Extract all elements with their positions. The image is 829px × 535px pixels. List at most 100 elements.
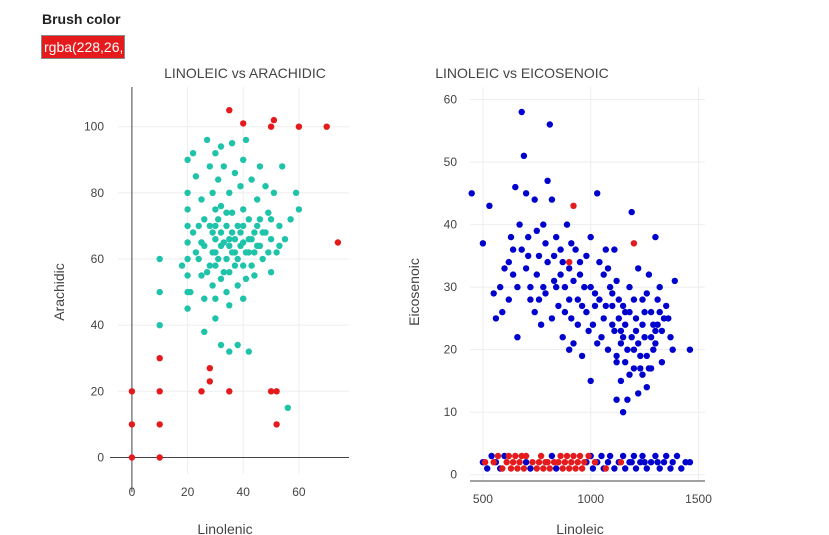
data-point bbox=[217, 229, 225, 236]
data-point bbox=[245, 348, 252, 355]
data-point bbox=[611, 327, 618, 335]
data-point bbox=[533, 465, 540, 472]
data-point bbox=[540, 283, 547, 291]
data-point bbox=[295, 206, 303, 213]
data-point bbox=[665, 315, 672, 322]
data-point bbox=[240, 120, 247, 127]
data-point bbox=[622, 321, 629, 328]
data-point bbox=[630, 452, 638, 460]
data-point bbox=[509, 246, 517, 253]
data-point bbox=[559, 465, 566, 472]
data-point bbox=[201, 295, 208, 302]
data-point bbox=[557, 246, 564, 253]
data-point bbox=[647, 308, 655, 316]
x-axis-title: Linoleic bbox=[556, 521, 603, 535]
data-point bbox=[643, 384, 650, 391]
data-point bbox=[251, 249, 258, 256]
data-point bbox=[184, 156, 191, 163]
data-point bbox=[267, 123, 275, 130]
data-point bbox=[228, 140, 236, 147]
data-point bbox=[156, 454, 163, 461]
x-tick-label: 40 bbox=[237, 485, 251, 499]
data-point bbox=[650, 321, 657, 328]
data-point bbox=[589, 321, 597, 328]
data-point bbox=[559, 334, 566, 341]
data-point bbox=[563, 221, 571, 228]
data-point bbox=[671, 277, 678, 285]
data-point bbox=[284, 404, 291, 411]
data-point bbox=[514, 283, 521, 291]
data-point bbox=[237, 183, 244, 190]
data-point bbox=[578, 302, 586, 310]
data-point bbox=[550, 277, 558, 285]
data-point bbox=[568, 459, 575, 466]
data-point bbox=[206, 163, 213, 170]
data-point bbox=[192, 249, 200, 256]
data-point bbox=[270, 189, 278, 196]
data-point bbox=[559, 258, 566, 266]
y-tick-label: 50 bbox=[444, 155, 458, 169]
data-point bbox=[223, 209, 230, 216]
data-point bbox=[587, 283, 594, 291]
brush-color-input[interactable] bbox=[41, 35, 125, 59]
data-point bbox=[201, 242, 208, 249]
data-point bbox=[525, 233, 532, 241]
data-point bbox=[184, 272, 191, 279]
data-point bbox=[206, 378, 213, 385]
data-point bbox=[206, 365, 213, 372]
data-point bbox=[570, 202, 577, 209]
data-point bbox=[226, 302, 233, 309]
data-point bbox=[639, 371, 646, 378]
data-point bbox=[251, 272, 258, 279]
data-point bbox=[643, 352, 650, 360]
data-point bbox=[604, 459, 612, 466]
data-point bbox=[613, 396, 620, 403]
data-point bbox=[596, 296, 603, 303]
data-point bbox=[240, 262, 247, 269]
data-point bbox=[184, 206, 191, 213]
data-point bbox=[212, 206, 219, 213]
data-point bbox=[626, 371, 633, 378]
data-point bbox=[518, 108, 525, 116]
data-point bbox=[273, 388, 280, 395]
data-point bbox=[198, 388, 205, 395]
data-point bbox=[273, 421, 280, 428]
data-point bbox=[259, 255, 266, 263]
data-point bbox=[226, 388, 233, 395]
data-point bbox=[522, 190, 530, 197]
data-point bbox=[486, 202, 493, 209]
data-point bbox=[546, 121, 553, 128]
data-point bbox=[600, 315, 607, 322]
data-point bbox=[548, 452, 556, 460]
data-point bbox=[265, 249, 272, 256]
data-point bbox=[215, 216, 222, 223]
chart-linoleic-vs-arachidic[interactable]: LINOLEIC vs ARACHIDIC 020406002040608010… bbox=[51, 65, 349, 535]
data-point bbox=[184, 255, 191, 263]
data-point bbox=[574, 296, 581, 303]
data-point bbox=[570, 277, 577, 285]
data-point bbox=[598, 334, 605, 341]
data-point bbox=[201, 216, 208, 223]
data-point bbox=[156, 388, 163, 395]
data-point bbox=[581, 459, 588, 466]
data-point bbox=[234, 222, 241, 230]
data-point bbox=[209, 282, 216, 289]
data-point bbox=[184, 189, 191, 196]
data-point bbox=[234, 282, 241, 289]
data-point bbox=[596, 258, 603, 266]
data-point bbox=[615, 315, 622, 322]
data-point bbox=[673, 452, 681, 460]
data-point bbox=[624, 346, 631, 353]
data-point bbox=[267, 388, 275, 395]
chart-linoleic-vs-eicosenoic[interactable]: LINOLEIC vs EICOSENOIC 500 1000 1500 0 10 20 3… bbox=[406, 65, 712, 535]
data-point bbox=[226, 189, 233, 196]
data-point bbox=[518, 452, 525, 460]
data-point bbox=[583, 252, 590, 260]
data-point bbox=[209, 189, 216, 196]
data-point bbox=[626, 283, 633, 291]
data-point bbox=[527, 283, 534, 291]
data-point bbox=[217, 143, 225, 150]
data-point bbox=[647, 459, 655, 466]
data-point bbox=[514, 334, 521, 341]
data-point bbox=[544, 258, 551, 266]
